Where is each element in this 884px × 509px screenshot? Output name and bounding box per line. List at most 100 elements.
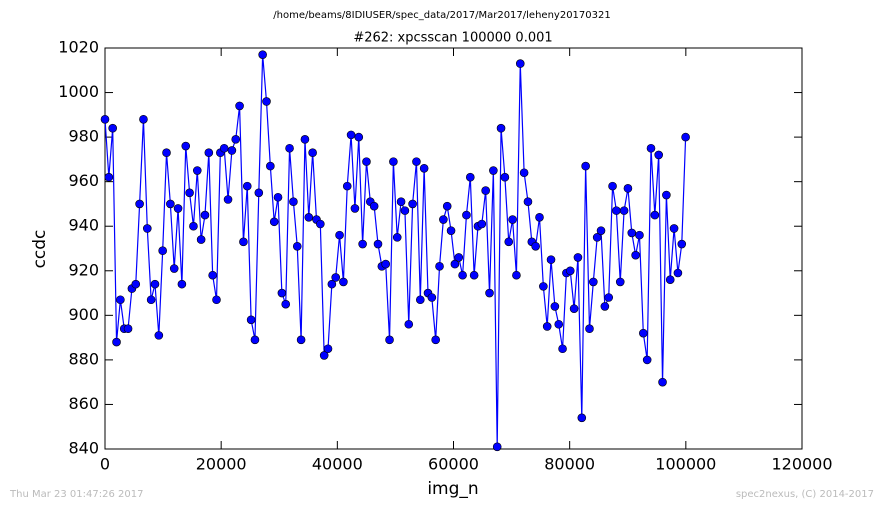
y-axis-label: ccdc xyxy=(30,230,50,269)
data-point xyxy=(319,351,329,360)
data-point xyxy=(554,319,564,329)
data-point xyxy=(381,259,390,269)
data-point xyxy=(192,166,202,175)
data-point xyxy=(235,101,244,111)
data-point xyxy=(181,141,191,151)
y-tick-label: 1020 xyxy=(58,38,99,57)
data-point xyxy=(596,226,606,235)
y-tick-label: 860 xyxy=(68,394,99,413)
data-point xyxy=(508,215,517,224)
data-point xyxy=(404,319,414,329)
data-point xyxy=(408,199,417,209)
x-tick-label: 40000 xyxy=(312,455,363,474)
data-point xyxy=(585,324,594,334)
x-axis-label: img_n xyxy=(427,479,478,499)
data-point xyxy=(231,135,241,144)
data-point xyxy=(496,123,506,133)
data-point xyxy=(212,295,221,305)
data-point xyxy=(569,304,579,313)
data-point xyxy=(396,197,406,207)
data-point xyxy=(565,266,575,276)
data-point xyxy=(454,253,464,262)
data-point xyxy=(296,335,306,345)
data-point xyxy=(373,239,383,249)
data-point xyxy=(289,197,298,207)
data-point xyxy=(123,324,133,334)
data-point xyxy=(166,199,175,209)
data-point xyxy=(450,259,460,269)
data-point xyxy=(592,233,602,242)
data-point xyxy=(477,219,487,229)
data-point xyxy=(489,166,498,175)
data-point xyxy=(323,344,333,354)
data-point xyxy=(442,201,452,211)
data-point xyxy=(292,241,302,251)
data-point xyxy=(358,239,367,249)
chart-title: #262: xpcsscan 100000 0.001 xyxy=(353,31,552,46)
data-point xyxy=(500,172,510,182)
data-point xyxy=(281,299,291,309)
data-point xyxy=(631,250,640,260)
data-point xyxy=(439,215,448,224)
data-point xyxy=(196,235,206,244)
data-point xyxy=(104,172,114,182)
data-point xyxy=(173,204,183,213)
data-point xyxy=(116,295,125,305)
data-point xyxy=(316,219,325,229)
data-point xyxy=(431,335,440,345)
data-point xyxy=(242,181,252,191)
data-point xyxy=(589,277,598,287)
data-point xyxy=(223,195,233,204)
y-tick-label: 840 xyxy=(68,439,99,458)
data-point xyxy=(462,210,471,220)
data-line xyxy=(104,54,687,447)
data-point xyxy=(523,197,533,207)
data-point xyxy=(219,143,229,153)
data-point xyxy=(392,233,402,242)
data-point xyxy=(435,262,444,271)
data-point xyxy=(458,270,467,280)
data-point xyxy=(389,157,398,166)
x-tick-label: 0 xyxy=(100,455,110,474)
data-point xyxy=(362,157,371,166)
y-tick-label: 1000 xyxy=(58,82,99,101)
data-point xyxy=(512,270,521,280)
y-tick-label: 900 xyxy=(68,305,99,324)
data-point xyxy=(350,204,360,213)
data-point xyxy=(665,275,675,284)
data-point xyxy=(169,264,179,273)
data-point xyxy=(573,253,583,262)
data-point xyxy=(339,277,348,287)
y-tick-label: 880 xyxy=(68,349,99,368)
data-point xyxy=(177,279,187,289)
data-point xyxy=(246,315,256,325)
data-point xyxy=(266,161,275,171)
data-point xyxy=(354,132,364,142)
header: /home/beams/8IDIUSER/spec_data/2017/Mar2… xyxy=(273,10,610,21)
data-point xyxy=(277,288,287,298)
data-point xyxy=(342,181,352,191)
data-point xyxy=(146,295,156,305)
data-point xyxy=(539,282,548,291)
data-point xyxy=(639,328,648,338)
data-point xyxy=(154,331,164,340)
data-point xyxy=(623,184,633,193)
data-point xyxy=(285,143,294,153)
y-tick-label: 940 xyxy=(68,216,99,235)
data-point xyxy=(135,199,144,209)
y-tick-label: 960 xyxy=(68,171,99,190)
data-point xyxy=(331,273,341,282)
data-point xyxy=(131,279,141,289)
data-point xyxy=(269,217,279,227)
y-tick-label: 920 xyxy=(68,260,99,279)
data-point xyxy=(412,157,421,166)
data-point xyxy=(673,268,683,278)
data-point xyxy=(258,50,267,59)
data-point xyxy=(204,148,214,158)
data-point xyxy=(200,210,210,220)
data-point xyxy=(419,164,429,173)
data-point xyxy=(662,190,671,200)
data-point xyxy=(139,114,148,124)
data-point xyxy=(646,143,656,153)
